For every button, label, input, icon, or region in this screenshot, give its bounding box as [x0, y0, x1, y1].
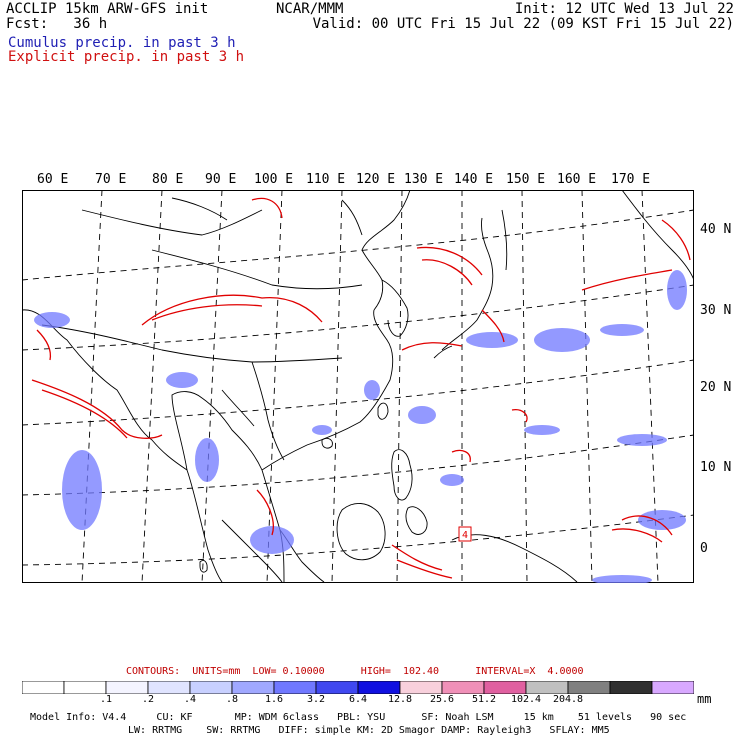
colorbar-tick-label: 3.2 — [306, 694, 326, 705]
lon-label: 90 E — [205, 172, 237, 187]
header-times: Init: 12 UTC Wed 13 Jul 22 Valid: 00 UTC… — [313, 2, 734, 32]
colorbar-unit: mm — [697, 692, 712, 706]
colorbar-swatch — [147, 681, 191, 694]
lat-label: 20 N — [700, 380, 732, 395]
lon-label: 170 E — [611, 172, 651, 187]
lat-label: 40 N — [700, 222, 732, 237]
colorbar-swatch — [399, 681, 443, 694]
colorbar-swatch — [609, 681, 653, 694]
forecast-hour: Fcst: 36 h — [6, 16, 108, 32]
colorbar-tick-label: .8 — [225, 694, 239, 705]
colorbar-tick-label: 1.6 — [264, 694, 284, 705]
footer-line-2: LW: RRTMG SW: RRTMG DIFF: simple KM: 2D … — [128, 725, 610, 736]
header-model-info: ACCLIP 15km ARW-GFS init Fcst: 36 h — [6, 2, 208, 32]
lat-label: 10 N — [700, 460, 732, 475]
colorbar-swatch — [357, 681, 401, 694]
colorbar-tick-label: 51.2 — [471, 694, 497, 705]
map-frame — [22, 190, 694, 583]
colorbar-tick-label: 204.8 — [552, 694, 584, 705]
footer-line-1: Model Info: V4.4 CU: KF MP: WDM 6class P… — [30, 712, 687, 723]
colorbar-tick-label: .4 — [183, 694, 197, 705]
graticule — [22, 190, 694, 583]
station-box-label: 4 — [462, 530, 468, 541]
colorbar-swatch — [525, 681, 569, 694]
colorbar-tick-label: .2 — [141, 694, 155, 705]
colorbar-tick-label: 102.4 — [510, 694, 542, 705]
lon-label: 130 E — [404, 172, 444, 187]
colorbar — [22, 681, 694, 694]
legend-cumulus: Cumulus precip. in past 3 h — [8, 35, 236, 51]
colorbar-swatch — [273, 681, 317, 694]
colorbar-tick-label: 25.6 — [429, 694, 455, 705]
header-title: ACCLIP 15km ARW-GFS init — [6, 1, 209, 17]
legend-explicit: Explicit precip. in past 3 h — [8, 49, 245, 65]
colorbar-swatch — [105, 681, 149, 694]
station-box — [458, 526, 472, 542]
colorbar-swatch — [483, 681, 527, 694]
lat-label: 30 N — [700, 303, 732, 318]
colorbar-swatch — [189, 681, 233, 694]
cumulus-precip — [34, 270, 687, 583]
lon-label: 70 E — [95, 172, 127, 187]
colorbar-tick-label: .1 — [99, 694, 113, 705]
lon-label: 120 E — [356, 172, 396, 187]
lon-label: 80 E — [152, 172, 184, 187]
precipitation-map: 4 — [22, 190, 694, 583]
lat-label: 0 — [700, 541, 708, 556]
contours-info: CONTOURS: UNITS=mm LOW= 0.10000 HIGH= 10… — [126, 666, 584, 677]
valid-time: Valid: 00 UTC Fri 15 Jul 22 (09 KST Fri … — [312, 16, 734, 32]
explicit-precip — [31, 197, 691, 579]
lon-label: 60 E — [37, 172, 69, 187]
colorbar-swatch — [567, 681, 611, 694]
lon-label: 110 E — [306, 172, 346, 187]
colorbar-tick-label: 12.8 — [387, 694, 413, 705]
colorbar-swatch — [441, 681, 485, 694]
lon-label: 100 E — [254, 172, 294, 187]
init-time: Init: 12 UTC Wed 13 Jul 22 — [514, 1, 734, 17]
colorbar-tick-label: 6.4 — [348, 694, 368, 705]
lon-label: 150 E — [506, 172, 546, 187]
colorbar-swatch — [63, 681, 107, 694]
lon-label: 140 E — [454, 172, 494, 187]
colorbar-swatch — [22, 681, 65, 694]
lon-label: 160 E — [557, 172, 597, 187]
colorbar-swatch — [231, 681, 275, 694]
header-center: NCAR/MMM — [276, 1, 344, 17]
colorbar-swatch — [651, 681, 694, 694]
colorbar-swatch — [315, 681, 359, 694]
